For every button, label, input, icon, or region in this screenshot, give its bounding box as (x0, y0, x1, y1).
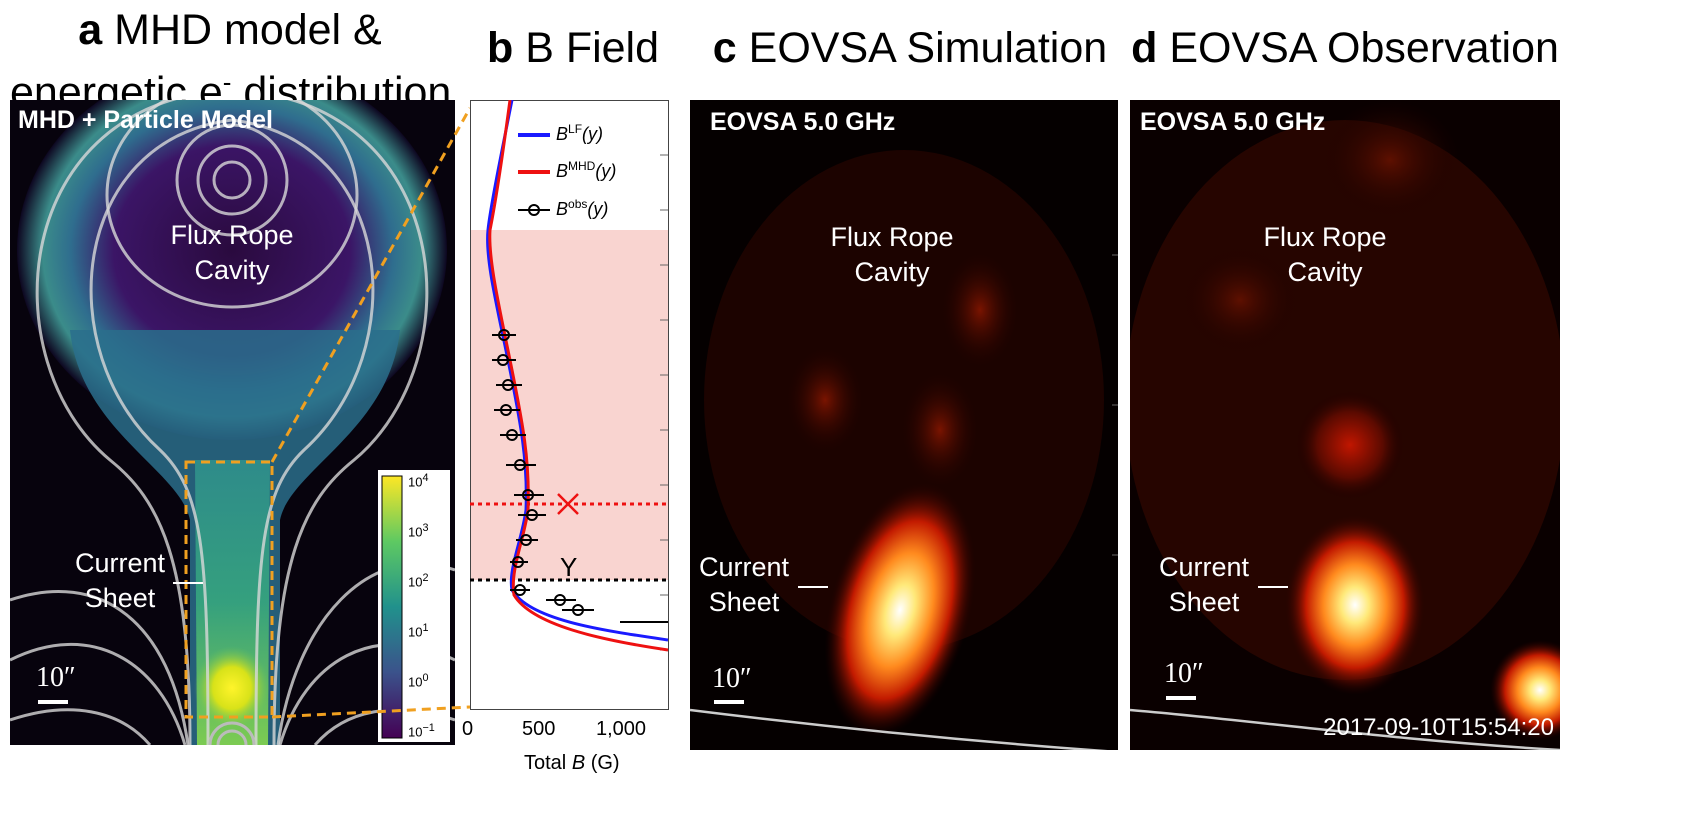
current-sheet-label: Current Sheet (1158, 552, 1250, 618)
flux-rope-label: Flux Rope Cavity (170, 220, 294, 286)
panel-d-title: d EOVSA Observation (1131, 24, 1559, 72)
frequency-label: EOVSA 5.0 GHz (1140, 108, 1326, 136)
legend-item-blf: BLF(y) (556, 122, 604, 144)
mhd-model-image: MHD + Particle Model Flux Rope Cavity Cur… (10, 100, 455, 745)
legend-item-bmhd: BMHD(y) (556, 159, 617, 181)
x-axis-label: Total B (G) (524, 752, 620, 774)
eovsa-observation-image: EOVSA 5.0 GHz Flux Rope Cavity Current She… (1130, 100, 1560, 750)
panel-c-title: c EOVSA Simulation (712, 24, 1108, 72)
bfield-plot: BLF(y) BMHD(y) Bobs(y) Y (470, 100, 670, 710)
scale-label: 10″ (36, 662, 76, 693)
colorbar-ticks: 104 103 102 101 100 10−1 (408, 472, 435, 740)
scale-label: 10″ (1164, 658, 1204, 689)
timestamp: 2017-09-10T15:54:20 (1323, 714, 1554, 741)
xtick-1000: 1,000 (596, 718, 647, 740)
flux-rope-label: Flux Rope Cavity (1263, 222, 1387, 288)
legend-item-bobs: Bobs(y) (556, 197, 609, 219)
xtick-500: 500 (522, 718, 556, 740)
scale-label: 10″ (712, 663, 752, 694)
panel-b-title: b B Field (486, 24, 660, 72)
xtick-0: 0 (462, 718, 474, 740)
current-sheet-label: Current Sheet (74, 548, 166, 614)
model-label: MHD + Particle Model (18, 106, 273, 134)
frequency-label: EOVSA 5.0 GHz (710, 108, 896, 136)
current-sheet-label: Current Sheet (698, 552, 790, 618)
eovsa-simulation-image: EOVSA 5.0 GHz Flux Rope Cavity Current She… (690, 100, 1118, 750)
flux-rope-label: Flux Rope Cavity (830, 222, 954, 288)
y-marker: Y (560, 552, 578, 582)
